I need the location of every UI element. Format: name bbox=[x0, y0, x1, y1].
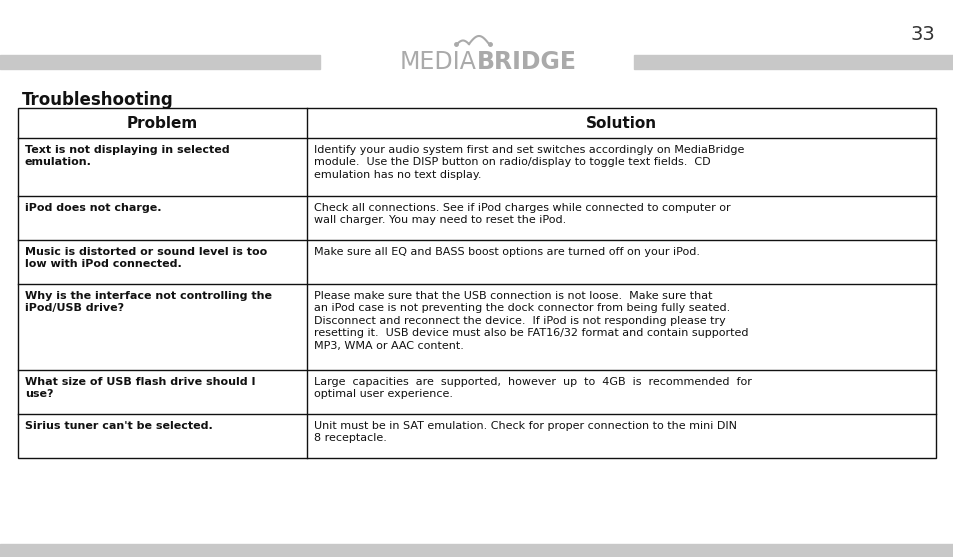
Text: Unit must be in SAT emulation. Check for proper connection to the mini DIN
8 rec: Unit must be in SAT emulation. Check for… bbox=[314, 421, 737, 443]
Bar bbox=[634, 55, 953, 69]
Text: iPod does not charge.: iPod does not charge. bbox=[25, 203, 161, 213]
Text: Large  capacities  are  supported,  however  up  to  4GB  is  recommended  for
o: Large capacities are supported, however … bbox=[314, 377, 751, 399]
Text: Sirius tuner can't be selected.: Sirius tuner can't be selected. bbox=[25, 421, 213, 431]
Bar bbox=[18, 108, 935, 458]
Text: Solution: Solution bbox=[585, 115, 657, 130]
Bar bbox=[0, 55, 319, 69]
Text: What size of USB flash drive should I
use?: What size of USB flash drive should I us… bbox=[25, 377, 255, 399]
Bar bbox=[0, 544, 953, 557]
Text: Check all connections. See if iPod charges while connected to computer or
wall c: Check all connections. See if iPod charg… bbox=[314, 203, 730, 226]
Text: Make sure all EQ and BASS boost options are turned off on your iPod.: Make sure all EQ and BASS boost options … bbox=[314, 247, 700, 257]
Text: MEDIA: MEDIA bbox=[399, 50, 476, 74]
Text: Text is not displaying in selected
emulation.: Text is not displaying in selected emula… bbox=[25, 145, 230, 168]
Text: Identify your audio system first and set switches accordingly on MediaBridge
mod: Identify your audio system first and set… bbox=[314, 145, 743, 180]
Text: Please make sure that the USB connection is not loose.  Make sure that
an iPod c: Please make sure that the USB connection… bbox=[314, 291, 748, 350]
Text: BRIDGE: BRIDGE bbox=[476, 50, 577, 74]
Text: 33: 33 bbox=[909, 25, 934, 44]
Text: Troubleshooting: Troubleshooting bbox=[22, 91, 173, 109]
Text: Music is distorted or sound level is too
low with iPod connected.: Music is distorted or sound level is too… bbox=[25, 247, 267, 270]
Text: Why is the interface not controlling the
iPod/USB drive?: Why is the interface not controlling the… bbox=[25, 291, 272, 314]
Text: Problem: Problem bbox=[127, 115, 198, 130]
